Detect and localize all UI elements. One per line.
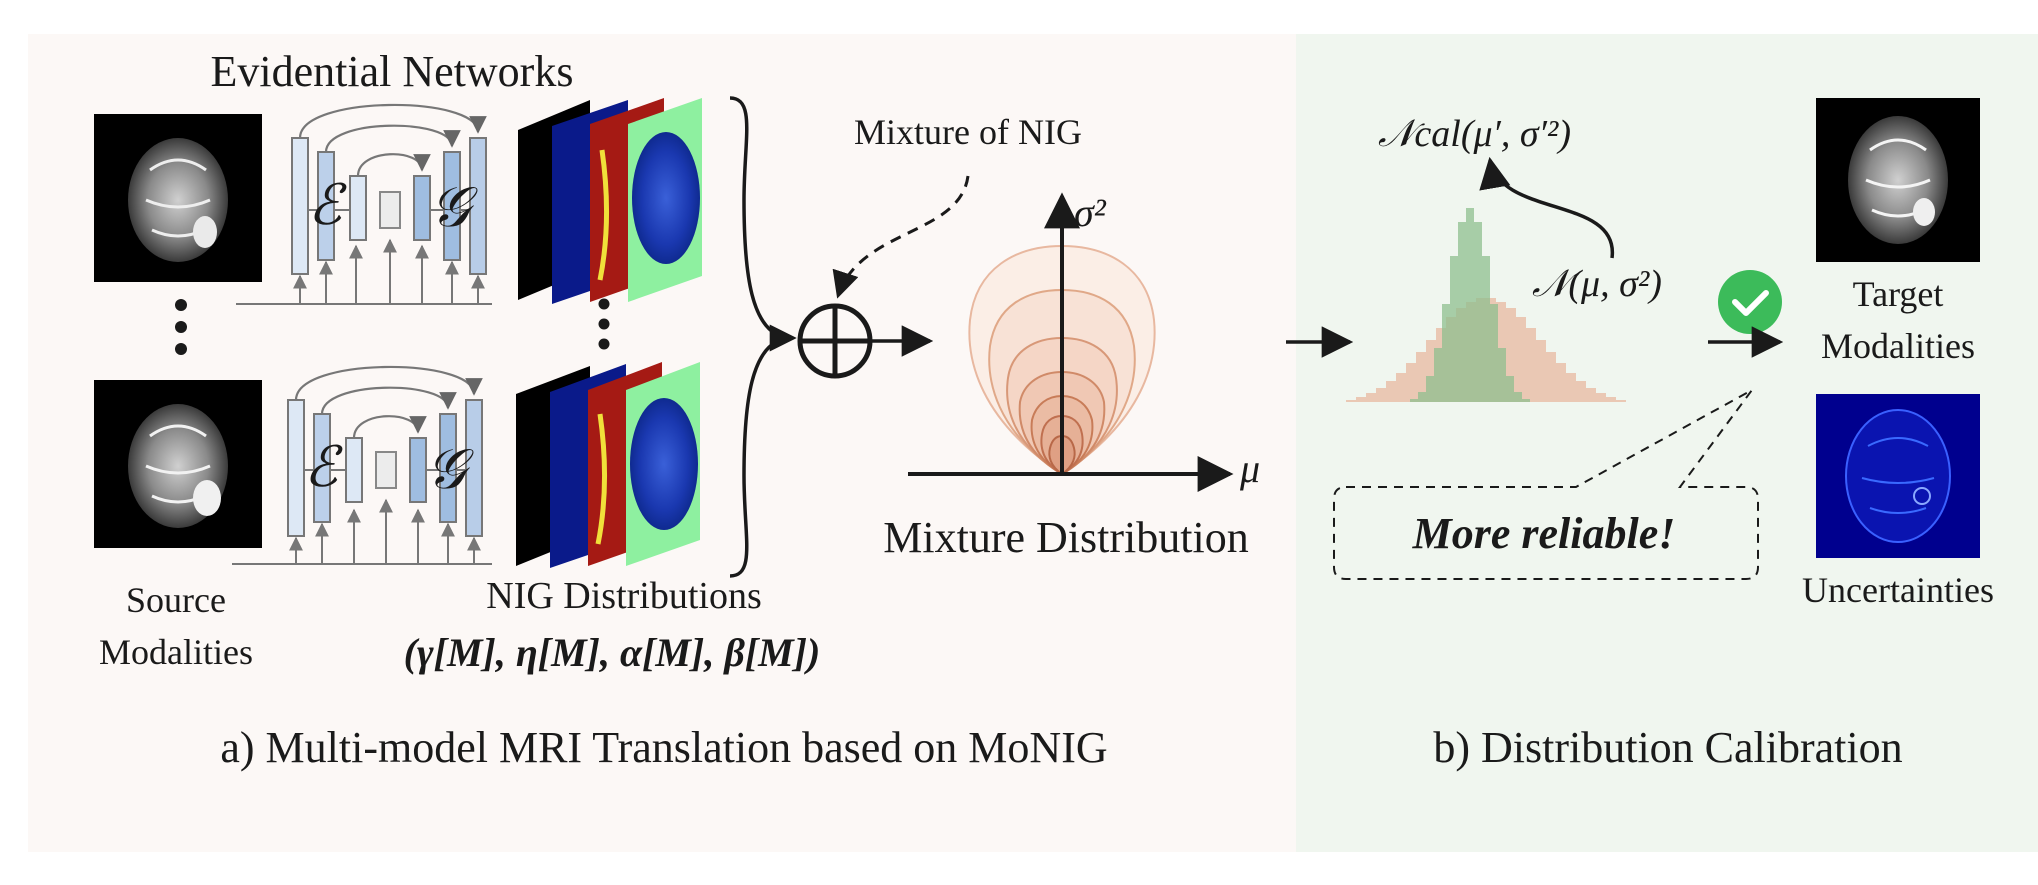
calibration-curved-arrow [1479, 156, 1614, 259]
unet-bottom [232, 365, 492, 565]
mixture-distribution-label: Mixture Distribution [883, 513, 1248, 562]
sigma-squared-axis-label: σ² [1074, 190, 1107, 235]
more-reliable-text: More reliable! [1412, 509, 1676, 558]
nig-parameters-label: (γ[M], η[M], α[M], β[M]) [404, 630, 821, 675]
oplus-icon [797, 303, 873, 379]
panel-a-caption: a) Multi-model MRI Translation based on … [220, 723, 1107, 772]
n-distribution-label: 𝒩(μ, σ²) [1532, 263, 1662, 305]
ncal-distribution-label: 𝒩cal(μ′, σ′²) [1378, 113, 1571, 155]
target-label-line2: Modalities [1821, 326, 1975, 366]
mixture-dashed-arrow [832, 175, 970, 299]
mixture-distribution-plot [908, 192, 1234, 492]
encoder-symbol-top: ℰ [308, 175, 347, 237]
panel-b-caption: b) Distribution Calibration [1433, 723, 1902, 772]
source-mri-bottom [94, 380, 262, 548]
mixture-of-nig-label: Mixture of NIG [854, 112, 1082, 152]
check-badge-icon [1718, 270, 1782, 334]
unet-top [236, 103, 492, 305]
green-histogram [1400, 208, 1530, 402]
source-label-line1: Source [126, 580, 226, 620]
vertical-dots-left [175, 299, 187, 355]
reliable-callout [1333, 389, 1759, 580]
source-mri-top [94, 114, 262, 282]
target-mri-image [1816, 98, 1980, 262]
encoder-symbol-bottom: ℰ [304, 437, 343, 499]
target-label-line1: Target [1853, 274, 1944, 314]
source-label-line2: Modalities [99, 632, 253, 672]
evidential-networks-title: Evidential Networks [211, 47, 574, 96]
nig-distributions-label: NIG Distributions [486, 575, 762, 617]
uncertainties-label: Uncertainties [1802, 570, 1994, 610]
uncertainty-map-image [1816, 394, 1980, 558]
vertical-dots-right [598, 298, 610, 350]
mu-axis-label: μ [1239, 446, 1260, 491]
nig-stack-bottom [516, 362, 700, 568]
nig-stack-top [518, 98, 702, 304]
